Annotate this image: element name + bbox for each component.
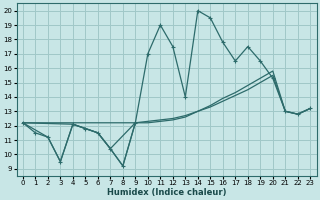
X-axis label: Humidex (Indice chaleur): Humidex (Indice chaleur) [107,188,226,197]
